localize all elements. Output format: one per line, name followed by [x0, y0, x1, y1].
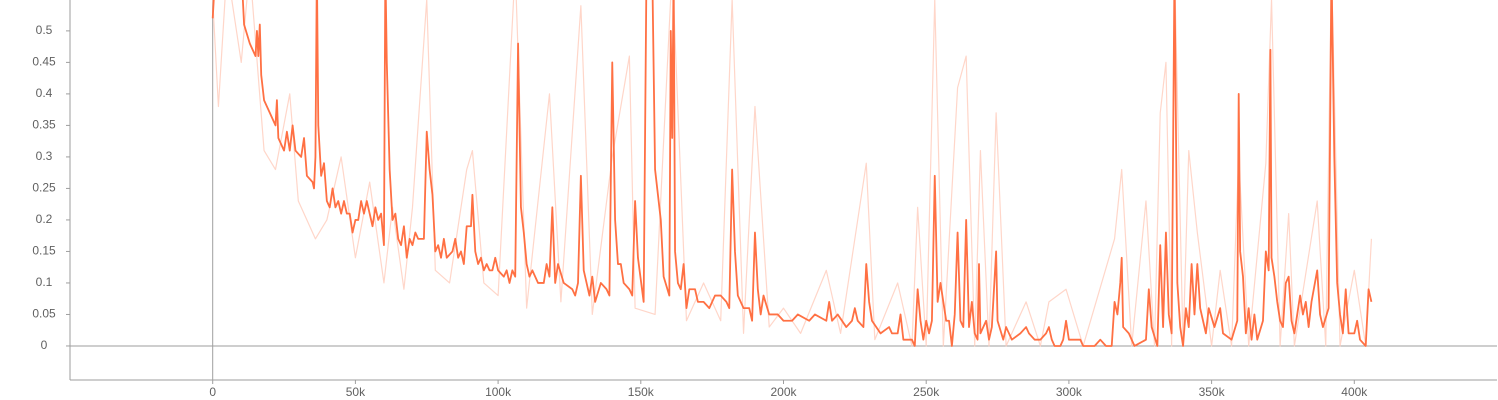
series-line	[212, 0, 1373, 347]
y-tick-label: 0	[41, 338, 48, 352]
y-tick-label: 0.5	[36, 23, 53, 37]
y-tick-label: 0.15	[32, 244, 56, 258]
y-tick-label: 0.3	[36, 149, 53, 163]
y-tick-label: 0.25	[32, 181, 56, 195]
series-line	[211, 0, 1373, 347]
x-tick-label: 200k	[770, 385, 797, 399]
y-tick-label: 0.4	[36, 86, 53, 100]
axes-layer	[66, 0, 1497, 384]
y-tick-label: 0.2	[36, 212, 53, 226]
x-tick-label: 150k	[628, 385, 655, 399]
y-tick-label: 0.1	[36, 275, 53, 289]
y-tick-label: 0.05	[32, 307, 56, 321]
x-tick-label: 100k	[485, 385, 512, 399]
x-tick-label: 300k	[1056, 385, 1083, 399]
labels-layer: 0 50k 100k 150k 200k 250k 300k 350k 400k 0 0.05 0.1…	[32, 23, 1368, 399]
x-tick-label: 50k	[346, 385, 366, 399]
x-tick-label: 400k	[1341, 385, 1368, 399]
x-tick-label: 0	[209, 385, 216, 399]
series-layer	[211, 0, 1373, 347]
x-tick-label: 250k	[913, 385, 940, 399]
x-tick-label: 350k	[1199, 385, 1226, 399]
y-tick-label: 0.35	[32, 118, 56, 132]
y-tick-label: 0.45	[32, 55, 56, 69]
